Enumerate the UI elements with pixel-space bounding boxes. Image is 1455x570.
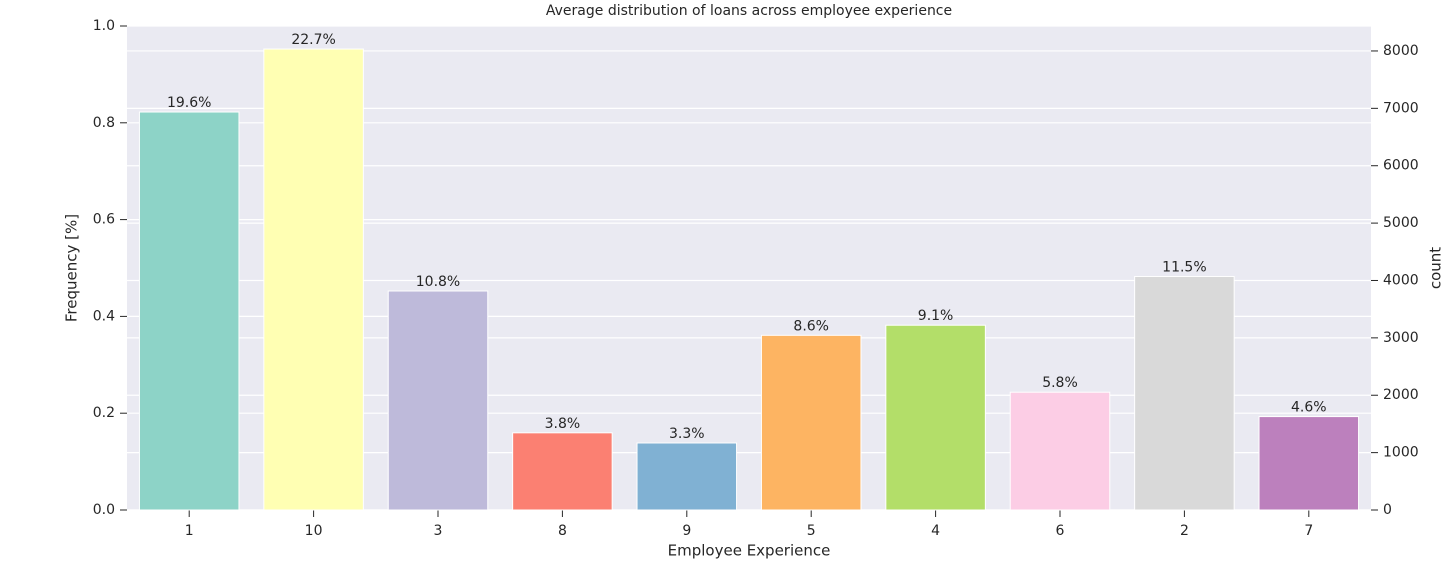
data-label: 11.5% bbox=[1162, 259, 1206, 275]
data-label: 3.8% bbox=[545, 416, 581, 432]
y2-tick-label: 8000 bbox=[1383, 43, 1419, 59]
y-tick-label: 0.4 bbox=[93, 308, 115, 324]
y2-tick-label: 5000 bbox=[1383, 215, 1419, 231]
data-label: 8.6% bbox=[793, 318, 829, 334]
bar bbox=[1258, 416, 1360, 511]
data-label: 5.8% bbox=[1042, 375, 1078, 391]
y2-tick-label: 0 bbox=[1383, 502, 1392, 518]
y-tick-label: 0.2 bbox=[93, 405, 115, 421]
y-tick-label: 0.6 bbox=[93, 212, 115, 228]
y2-axis-label: count bbox=[1427, 247, 1445, 289]
x-tick-label: 4 bbox=[931, 523, 940, 539]
x-tick-label: 3 bbox=[434, 523, 443, 539]
bar bbox=[636, 442, 738, 511]
y2-tick-label: 7000 bbox=[1383, 100, 1419, 116]
x-tick-label: 6 bbox=[1056, 523, 1065, 539]
x-tick-label: 1 bbox=[185, 523, 194, 539]
x-tick-label: 8 bbox=[558, 523, 567, 539]
x-tick-label: 7 bbox=[1304, 523, 1313, 539]
bar bbox=[760, 334, 862, 511]
y-tick-label: 1.0 bbox=[93, 18, 115, 34]
bar bbox=[138, 111, 240, 511]
x-tick-label: 2 bbox=[1180, 523, 1189, 539]
x-tick-label: 5 bbox=[807, 523, 816, 539]
data-label: 3.3% bbox=[669, 426, 705, 442]
y2-tick-label: 4000 bbox=[1383, 272, 1419, 288]
bar bbox=[263, 48, 364, 511]
y-axis-label: Frequency [%] bbox=[63, 214, 81, 322]
bar bbox=[885, 324, 986, 511]
data-label: 4.6% bbox=[1291, 400, 1327, 416]
bar bbox=[387, 290, 489, 511]
bar bbox=[512, 432, 613, 511]
y-tick-label: 0.8 bbox=[93, 115, 115, 131]
chart-title: Average distribution of loans across emp… bbox=[546, 3, 952, 19]
bar bbox=[1009, 391, 1111, 511]
x-tick-label: 9 bbox=[682, 523, 691, 539]
x-tick-label: 10 bbox=[305, 523, 323, 539]
bar bbox=[1134, 275, 1235, 511]
y2-tick-label: 6000 bbox=[1383, 158, 1419, 174]
y-tick-label: 0.0 bbox=[93, 502, 115, 518]
data-label: 19.6% bbox=[167, 95, 211, 111]
y2-tick-label: 1000 bbox=[1383, 445, 1419, 461]
y2-tick-label: 3000 bbox=[1383, 330, 1419, 346]
y2-tick-label: 2000 bbox=[1383, 387, 1419, 403]
x-axis-label: Employee Experience bbox=[668, 542, 831, 560]
data-label: 22.7% bbox=[291, 32, 335, 48]
data-label: 9.1% bbox=[918, 308, 954, 324]
data-label: 10.8% bbox=[416, 274, 460, 290]
